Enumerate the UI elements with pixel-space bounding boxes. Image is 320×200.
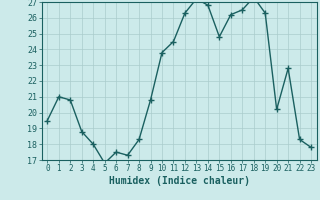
X-axis label: Humidex (Indice chaleur): Humidex (Indice chaleur) <box>109 176 250 186</box>
